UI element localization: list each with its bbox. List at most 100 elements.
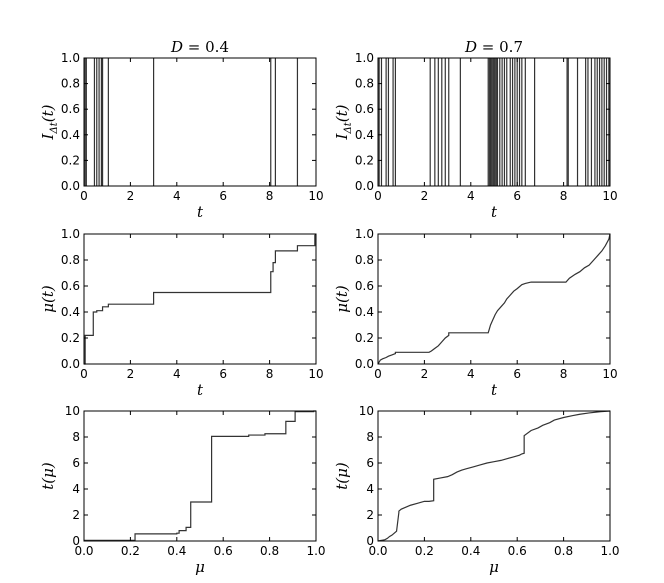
panel-bottom-left: 0.0 0.2 0.4 0.6 0.8 1.0 0 2 4 6 8 10 μ t(μ) [39, 404, 326, 576]
panel-top-left: 0 2 4 6 8 10 0.0 0.2 0.4 0.6 0.8 1.0 t IΔt(t) D = 0.4 [39, 38, 324, 221]
x-tick-label: 8 [560, 367, 568, 381]
y-tick-label: 8 [366, 430, 374, 444]
x-tick-label: 4 [173, 189, 181, 203]
series-line [377, 410, 611, 542]
y-tick-label: 0.2 [355, 331, 374, 345]
y-tick-label: 0.2 [61, 331, 80, 345]
y-tick-label: 10 [65, 404, 80, 418]
x-tick-label: 10 [308, 189, 323, 203]
series-line [84, 410, 316, 541]
x-tick-label: 1.0 [306, 544, 325, 558]
x-tick-label: 6 [219, 189, 227, 203]
panel-title: D = 0.7 [464, 38, 523, 56]
series-line [377, 233, 611, 365]
y-axis-label: μ(t) [39, 285, 57, 313]
title-value: = 0.4 [183, 38, 229, 56]
plot-frame [377, 57, 611, 187]
x-tick-label: 0.6 [508, 544, 527, 558]
x-tick-label: 2 [421, 189, 429, 203]
x-tick-label: 6 [513, 367, 521, 381]
x-tick-label: 0.6 [214, 544, 233, 558]
y-tick-label: 2 [72, 508, 80, 522]
x-tick-label: 8 [266, 367, 274, 381]
plot-frame [83, 57, 317, 187]
x-axis-label: μ [489, 558, 499, 576]
y-tick-label: 1.0 [61, 227, 80, 241]
y-tick-label: 10 [359, 404, 374, 418]
y-tick-label: 0.0 [61, 357, 80, 371]
panel-mid-right: 0 2 4 6 8 10 0.0 0.2 0.4 0.6 0.8 1.0 t μ(t) [333, 227, 618, 399]
x-tick-label: 2 [127, 189, 135, 203]
x-tick-label: 4 [173, 367, 181, 381]
y-axis-label: μ(t) [333, 285, 351, 313]
y-axis-label: t(μ) [39, 462, 57, 490]
y-tick-label: 0.6 [355, 279, 374, 293]
x-tick-label: 0.4 [461, 544, 480, 558]
y-tick-label: 2 [366, 508, 374, 522]
y-tick-label: 0.0 [355, 179, 374, 193]
panel-bottom-right: 0.0 0.2 0.4 0.6 0.8 1.0 0 2 4 6 8 10 μ t(μ) [333, 404, 620, 576]
y-tick-label: 6 [72, 456, 80, 470]
y-axis-label: t(μ) [333, 462, 351, 490]
y-axis-label-arg: (t) [39, 104, 57, 122]
title-variable: D [170, 38, 183, 56]
y-tick-label: 6 [366, 456, 374, 470]
x-tick-label: 6 [513, 189, 521, 203]
y-axis-label-main: I [333, 132, 351, 140]
y-tick-label: 1.0 [355, 227, 374, 241]
y-tick-label: 4 [366, 482, 374, 496]
y-tick-label: 0.4 [355, 128, 374, 142]
y-tick-label: 1.0 [61, 51, 80, 65]
y-tick-label: 0.4 [61, 128, 80, 142]
y-tick-label: 0.8 [355, 77, 374, 91]
y-axis-label-main: I [39, 132, 57, 140]
x-axis-label: t [197, 203, 204, 221]
y-axis-label-sub: Δt [49, 121, 60, 134]
y-axis-label: IΔt(t) [39, 104, 60, 140]
x-tick-label: 0.2 [415, 544, 434, 558]
x-tick-label: 0.4 [167, 544, 186, 558]
x-tick-label: 4 [467, 189, 475, 203]
x-tick-label: 8 [266, 189, 274, 203]
y-tick-label: 0.6 [61, 279, 80, 293]
title-value: = 0.7 [477, 38, 523, 56]
y-tick-label: 0.8 [355, 253, 374, 267]
x-tick-label: 2 [127, 367, 135, 381]
y-tick-label: 8 [72, 430, 80, 444]
x-tick-label: 0.2 [121, 544, 140, 558]
y-tick-label: 0.2 [61, 153, 80, 167]
x-tick-label: 10 [602, 189, 617, 203]
x-tick-label: 0.8 [554, 544, 573, 558]
y-tick-label: 0.4 [61, 305, 80, 319]
x-axis-label: μ [195, 558, 205, 576]
x-tick-label: 0 [80, 189, 88, 203]
x-tick-label: 0 [374, 189, 382, 203]
plot-frame [377, 410, 611, 542]
x-tick-label: 0.0 [74, 544, 93, 558]
panel-title: D = 0.4 [170, 38, 229, 56]
x-tick-label: 0.8 [260, 544, 279, 558]
series-line [84, 233, 317, 365]
y-tick-label: 0.6 [355, 102, 374, 116]
y-tick-label: 0.2 [355, 153, 374, 167]
y-axis-label: IΔt(t) [333, 104, 354, 140]
x-tick-label: 8 [560, 189, 568, 203]
y-tick-label: 0.8 [61, 77, 80, 91]
panel-mid-left: 0 2 4 6 8 10 0.0 0.2 0.4 0.6 0.8 1.0 t μ(t) [39, 227, 324, 399]
x-tick-label: 10 [602, 367, 617, 381]
y-axis-label-sub: Δt [343, 121, 354, 134]
y-tick-label: 0 [72, 534, 80, 548]
x-tick-label: 10 [308, 367, 323, 381]
y-tick-label: 0.4 [355, 305, 374, 319]
x-tick-label: 0 [374, 367, 382, 381]
y-tick-label: 0 [366, 534, 374, 548]
x-axis-label: t [491, 381, 498, 399]
y-axis-label-arg: (t) [333, 104, 351, 122]
x-tick-label: 2 [421, 367, 429, 381]
x-tick-label: 0.0 [368, 544, 387, 558]
y-tick-label: 0.0 [61, 179, 80, 193]
plot-frame [83, 233, 317, 365]
y-tick-label: 1.0 [355, 51, 374, 65]
y-tick-label: 4 [72, 482, 80, 496]
y-tick-label: 0.6 [61, 102, 80, 116]
